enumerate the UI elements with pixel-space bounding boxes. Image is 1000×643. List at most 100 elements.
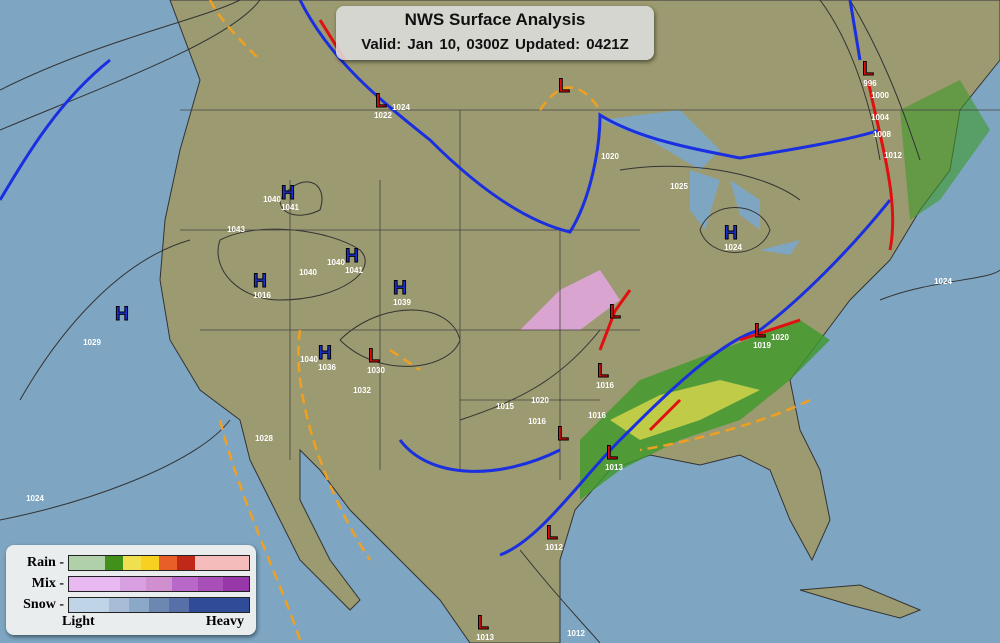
mix-swatch (171, 577, 198, 591)
rain-scale (68, 555, 250, 571)
mix-swatch (69, 577, 95, 591)
trough-lines (208, 0, 811, 641)
isobar-label: 1020 (601, 152, 619, 161)
low-pressure-center: L (862, 59, 874, 80)
high-pressure-value: 1024 (724, 243, 742, 252)
low-pressure-value: 1022 (374, 111, 392, 120)
low-pressure-value: 996 (863, 79, 877, 88)
low-pressure-center: L (609, 302, 621, 323)
low-pressure-center: L (477, 613, 489, 634)
isobar-label: 1016 (528, 417, 546, 426)
low-pressure-value: 1013 (476, 633, 494, 642)
isobar-label: 1025 (670, 182, 688, 191)
rain-swatch (69, 556, 87, 570)
snow-swatch (149, 598, 169, 612)
high-pressure-value: 1041 (345, 266, 363, 275)
isobar-label: 1000 (871, 91, 889, 100)
snow-swatch (189, 598, 209, 612)
snow-swatch (229, 598, 249, 612)
high-pressure-value: 1036 (318, 363, 336, 372)
rain-swatch (105, 556, 123, 570)
rain-swatch (231, 556, 249, 570)
high-pressure-center: H (345, 246, 359, 267)
isobar-label: 1004 (871, 113, 889, 122)
low-pressure-center: L (375, 91, 387, 112)
low-pressure-center: L (606, 443, 618, 464)
isobar-label: 1020 (531, 396, 549, 405)
isobar-label: 1008 (873, 130, 891, 139)
isobar-label: 1032 (353, 386, 371, 395)
low-pressure-center: L (558, 76, 570, 97)
low-pressure-center: L (557, 424, 569, 445)
rain-swatch (177, 556, 195, 570)
isobar-label: 1028 (255, 434, 273, 443)
low-pressure-sub: 1020 (771, 333, 789, 342)
rain-label: Rain - (27, 555, 64, 570)
mix-swatch (120, 577, 147, 591)
page-title: NWS Surface Analysis (404, 10, 586, 29)
low-pressure-center: L (546, 523, 558, 544)
heavy-label: Heavy (205, 614, 244, 629)
precip-northeast (900, 80, 990, 220)
snow-scale (68, 597, 250, 613)
high-pressure-value: 1039 (393, 298, 411, 307)
snow-swatch (89, 598, 109, 612)
high-pressure-value: 1016 (253, 291, 271, 300)
high-pressure-center: H (318, 343, 332, 364)
rain-swatch (213, 556, 231, 570)
isobar-label: 1016 (588, 411, 606, 420)
low-pressure-value: 1019 (753, 341, 771, 350)
low-pressure-value: 1013 (605, 463, 623, 472)
cold-fronts (0, 0, 892, 557)
high-pressure-sub: 1040 (327, 258, 345, 267)
mix-swatch (94, 577, 121, 591)
light-label: Light (62, 614, 95, 629)
rain-swatch (87, 556, 105, 570)
low-pressure-center: L (754, 321, 766, 342)
high-pressure-center: H (115, 304, 129, 325)
snow-label: Snow - (23, 597, 64, 612)
land-cuba (799, 584, 922, 619)
isobar-label: 1029 (83, 338, 101, 347)
isobar-label: 1043 (227, 225, 245, 234)
low-pressure-value: 1016 (596, 381, 614, 390)
isobar-label: 1040 (299, 268, 317, 277)
precip-light-rain (610, 380, 760, 440)
high-pressure-center: H (281, 183, 295, 204)
isobar-label: 1024 (934, 277, 952, 286)
high-pressure-center: H (393, 278, 407, 299)
high-pressure-center: H (253, 271, 267, 292)
rain-swatch (123, 556, 141, 570)
precip-mix (520, 270, 620, 330)
mix-swatch (197, 577, 224, 591)
title-box: NWS Surface Analysis Valid: Jan 10, 0300… (336, 6, 654, 60)
high-pressure-center: H (724, 223, 738, 244)
isobar-label: 1012 (884, 151, 902, 160)
great-lakes (600, 110, 800, 255)
mix-swatch (146, 577, 172, 591)
high-pressure-sub: 1040 (300, 355, 318, 364)
isobar-label: 1015 (496, 402, 514, 411)
low-pressure-value: 1030 (367, 366, 385, 375)
rain-swatch (141, 556, 159, 570)
low-pressure-sub: 1024 (392, 103, 410, 112)
low-pressure-center: L (368, 346, 380, 367)
snow-swatch (169, 598, 189, 612)
snow-swatch (209, 598, 229, 612)
valid-time: Valid: Jan 10, 0300Z Updated: 0421Z (361, 36, 629, 53)
snow-swatch (69, 598, 89, 612)
snow-swatch (129, 598, 149, 612)
high-pressure-sub: 1040 (263, 195, 281, 204)
isobar-label: 1024 (26, 494, 44, 503)
low-pressure-value: 1012 (545, 543, 563, 552)
snow-swatch (109, 598, 129, 612)
precip-legend: Rain - Mix - Snow - Light Heavy (6, 545, 256, 635)
rain-swatch (159, 556, 177, 570)
rain-swatch (195, 556, 213, 570)
mix-scale (68, 576, 250, 592)
mix-label: Mix - (31, 576, 64, 591)
low-pressure-center: L (597, 361, 609, 382)
isobar-label: 1012 (567, 629, 585, 638)
